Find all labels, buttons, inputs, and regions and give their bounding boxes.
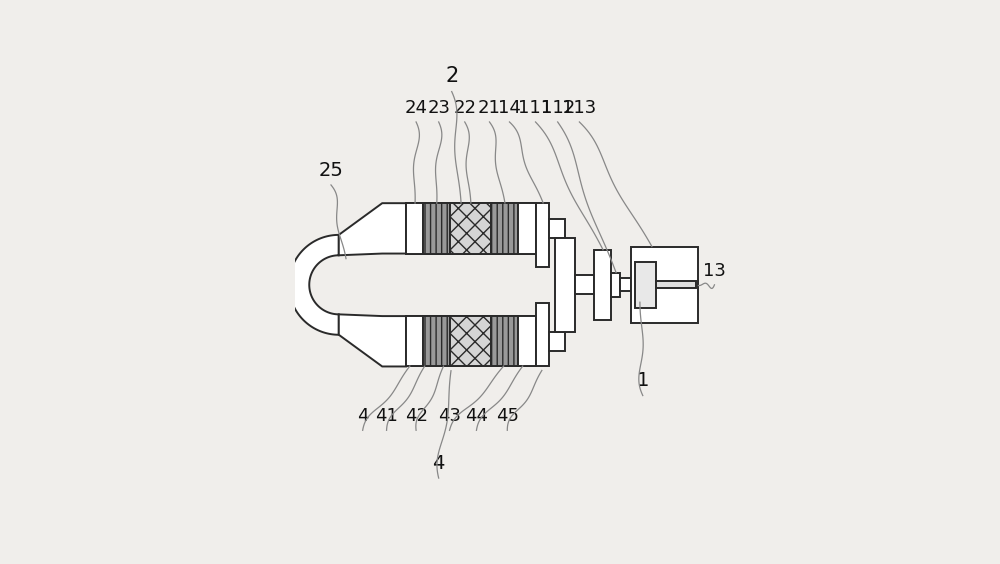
Text: 2: 2 [445,67,458,86]
Text: 112: 112 [541,99,575,117]
Bar [549,332,565,351]
Text: 4: 4 [357,407,368,425]
Text: 22: 22 [453,99,476,117]
Bar [611,273,620,297]
Polygon shape [339,314,406,367]
Bar [555,238,575,332]
Text: 14: 14 [498,99,521,117]
Text: 23: 23 [427,99,450,117]
Text: 41: 41 [375,407,398,425]
Bar [491,203,518,254]
Bar [406,203,536,254]
Text: 25: 25 [319,161,343,180]
Bar [620,278,631,292]
Bar [450,203,491,254]
Bar [518,316,536,367]
Text: 43: 43 [438,407,461,425]
Bar [406,316,423,367]
Bar [491,316,518,367]
Bar [594,250,611,320]
Polygon shape [339,203,406,255]
Bar [635,262,656,307]
Bar [406,203,423,254]
Text: 4: 4 [432,454,445,473]
Bar [549,219,565,238]
Text: 24: 24 [405,99,428,117]
Bar [423,316,450,367]
Bar [536,303,549,367]
Text: 42: 42 [405,407,428,425]
Polygon shape [289,235,339,335]
Text: 45: 45 [496,407,519,425]
Text: 113: 113 [562,99,597,117]
Bar [423,203,450,254]
Text: 13: 13 [703,262,726,280]
Bar [450,316,491,367]
Text: 1: 1 [637,371,649,390]
Bar [656,281,696,288]
Text: 111: 111 [518,99,553,117]
Bar [631,247,698,323]
Text: 21: 21 [478,99,501,117]
Bar [406,316,536,367]
Bar [536,203,549,267]
Text: 44: 44 [465,407,488,425]
Bar [518,203,536,254]
Bar [575,275,594,294]
